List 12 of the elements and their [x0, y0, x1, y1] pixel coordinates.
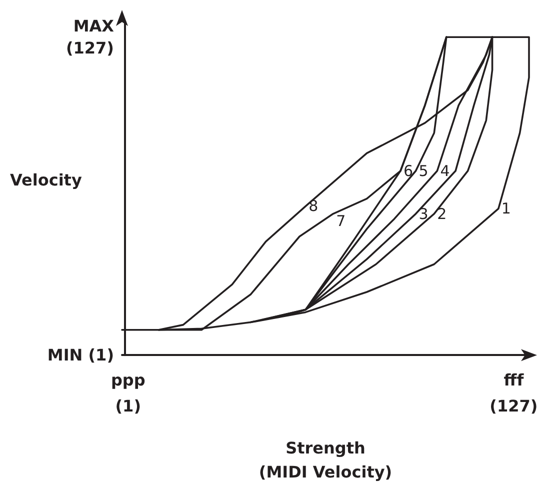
series-label: 4 — [440, 162, 450, 180]
series-label: 2 — [437, 204, 447, 223]
series-label: 6 — [403, 162, 414, 180]
y-tick-label: MAX (127) — [66, 16, 115, 58]
y-axis-title: Velocity — [10, 170, 82, 190]
series-label: 1 — [501, 200, 511, 218]
x-tick-label: ppp (1) — [110, 370, 146, 416]
y-tick-label: MIN (1) — [47, 346, 114, 365]
x-tick-label: fff (127) — [490, 370, 538, 416]
series-label: 7 — [336, 212, 346, 230]
x-axis-title: Strength (MIDI Velocity) — [258, 438, 392, 482]
series-label: 5 — [418, 162, 428, 180]
